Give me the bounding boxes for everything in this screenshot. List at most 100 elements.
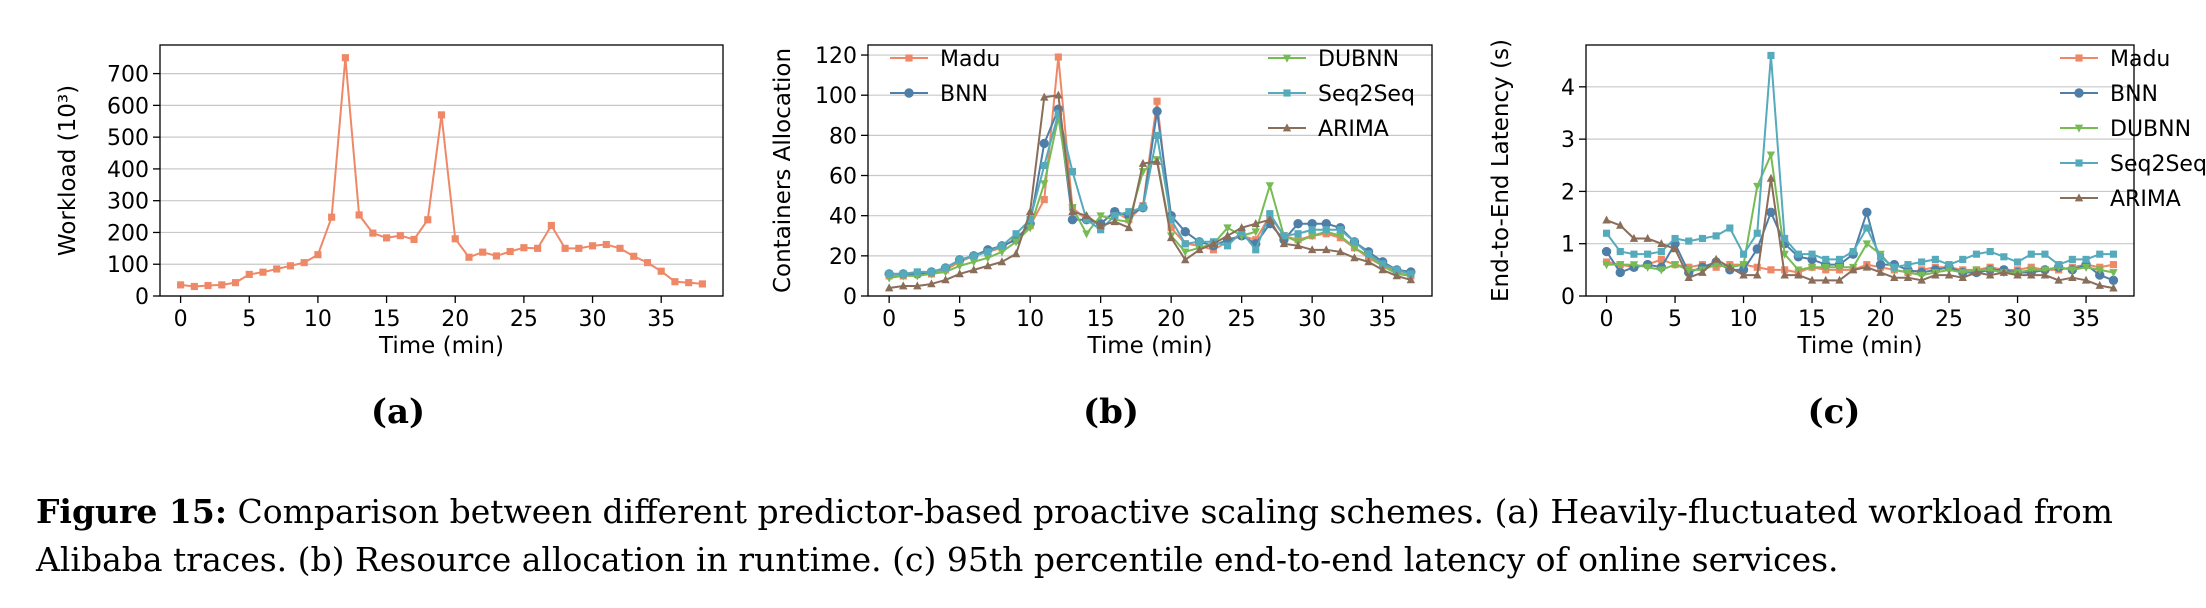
data-point (1307, 245, 1317, 254)
data-point (369, 229, 377, 237)
caption-label: Figure 15: (36, 492, 228, 531)
data-point (1958, 273, 1967, 282)
data-point (1082, 230, 1091, 239)
data-point (2095, 266, 2104, 275)
data-point (1407, 270, 1415, 278)
data-point (955, 269, 964, 278)
legend-entry: ARIMA (1268, 117, 1389, 142)
data-point (1862, 240, 1872, 249)
series-Seq2Seq (1602, 51, 2118, 271)
data-point (1684, 273, 1693, 282)
data-point (437, 111, 446, 119)
data-point (1780, 250, 1789, 259)
sublabel-b: (b) (1083, 392, 1139, 432)
data-point (657, 267, 665, 275)
data-point (1835, 275, 1844, 284)
data-point (969, 265, 978, 274)
data-point (1601, 246, 1612, 257)
y-tick-label: 700 (107, 63, 149, 88)
data-point (913, 281, 922, 290)
y-tick-label: 3 (1561, 128, 1575, 153)
data-point (1336, 247, 1345, 256)
data-point (983, 261, 993, 270)
legend-entry: DUBNN (2060, 117, 2191, 142)
data-point (1875, 259, 1886, 270)
x-axis-label: Time (min) (1087, 333, 1213, 359)
data-point (1726, 224, 1734, 232)
data-point (383, 234, 391, 242)
data-point (1616, 220, 1625, 229)
data-point (1794, 250, 1802, 258)
data-point (1903, 273, 1913, 282)
legend-entry: Seq2Seq (1268, 82, 1415, 107)
y-axis-label: End-to-End Latency (s) (1488, 39, 1514, 302)
data-point (1753, 270, 1762, 279)
data-point (1011, 249, 1021, 258)
x-tick-label: 0 (1600, 307, 1614, 332)
legend-label: DUBNN (1318, 47, 1399, 72)
data-point (1863, 224, 1871, 232)
data-point (2054, 275, 2063, 284)
data-point (1096, 221, 1105, 230)
data-point (1279, 239, 1289, 248)
data-point (1972, 267, 1981, 276)
data-point (1153, 131, 1161, 139)
data-point (534, 244, 542, 252)
data-point (1040, 161, 1048, 170)
data-point (1999, 267, 2009, 276)
data-point (1308, 226, 1316, 234)
data-point (1890, 273, 1899, 282)
data-point (1350, 253, 1359, 262)
data-point (1685, 237, 1693, 245)
data-point (1711, 261, 1721, 270)
data-point (424, 216, 432, 224)
data-point (1876, 253, 1885, 261)
data-point (1986, 247, 1994, 256)
data-point (899, 270, 907, 278)
data-point (1767, 266, 1775, 274)
data-point (1350, 244, 1359, 253)
legend-label: Madu (940, 47, 1000, 72)
x-tick-label: 20 (1867, 307, 1895, 332)
data-point (2109, 269, 2118, 278)
y-tick-label: 0 (1561, 285, 1575, 310)
data-point (1670, 244, 1680, 253)
chart-c: 0 5 10 15 20 25 30 35 0 1 2 3 4 Time (min) End-to-End … (1488, 39, 2206, 359)
data-point (2109, 250, 2118, 258)
data-point (1698, 234, 1707, 243)
x-tick-label: 35 (1369, 307, 1397, 332)
legend-entry: ARIMA (2060, 187, 2181, 212)
data-point (1657, 247, 1665, 256)
data-point (997, 257, 1007, 266)
data-point (1181, 255, 1190, 264)
data-point (1280, 232, 1288, 240)
data-point (1251, 228, 1260, 237)
data-point (1985, 270, 1995, 279)
data-point (1807, 263, 1817, 272)
data-point (1082, 216, 1091, 224)
data-point (1615, 267, 1625, 278)
data-point (1767, 51, 1775, 60)
legend-entry: Madu (890, 47, 1000, 72)
data-point (2081, 275, 2091, 284)
data-point (2000, 253, 2008, 261)
legend-label: BNN (2110, 82, 2158, 107)
data-point (1195, 238, 1203, 246)
data-point (899, 281, 908, 290)
data-point (2081, 263, 2091, 272)
data-point (998, 242, 1006, 250)
data-point (1350, 238, 1359, 246)
data-point (1862, 262, 1872, 271)
data-point (204, 281, 212, 290)
x-tick-label: 5 (242, 307, 256, 332)
data-point (1040, 180, 1049, 189)
data-point (1616, 247, 1624, 256)
data-point (1972, 250, 1981, 258)
x-tick-label: 5 (953, 307, 967, 332)
x-axis-label: Time (min) (1797, 333, 1923, 359)
data-point (984, 248, 992, 256)
data-point (2096, 250, 2104, 258)
data-point (1293, 241, 1303, 250)
data-point (1068, 167, 1077, 176)
data-point (1629, 261, 1639, 270)
